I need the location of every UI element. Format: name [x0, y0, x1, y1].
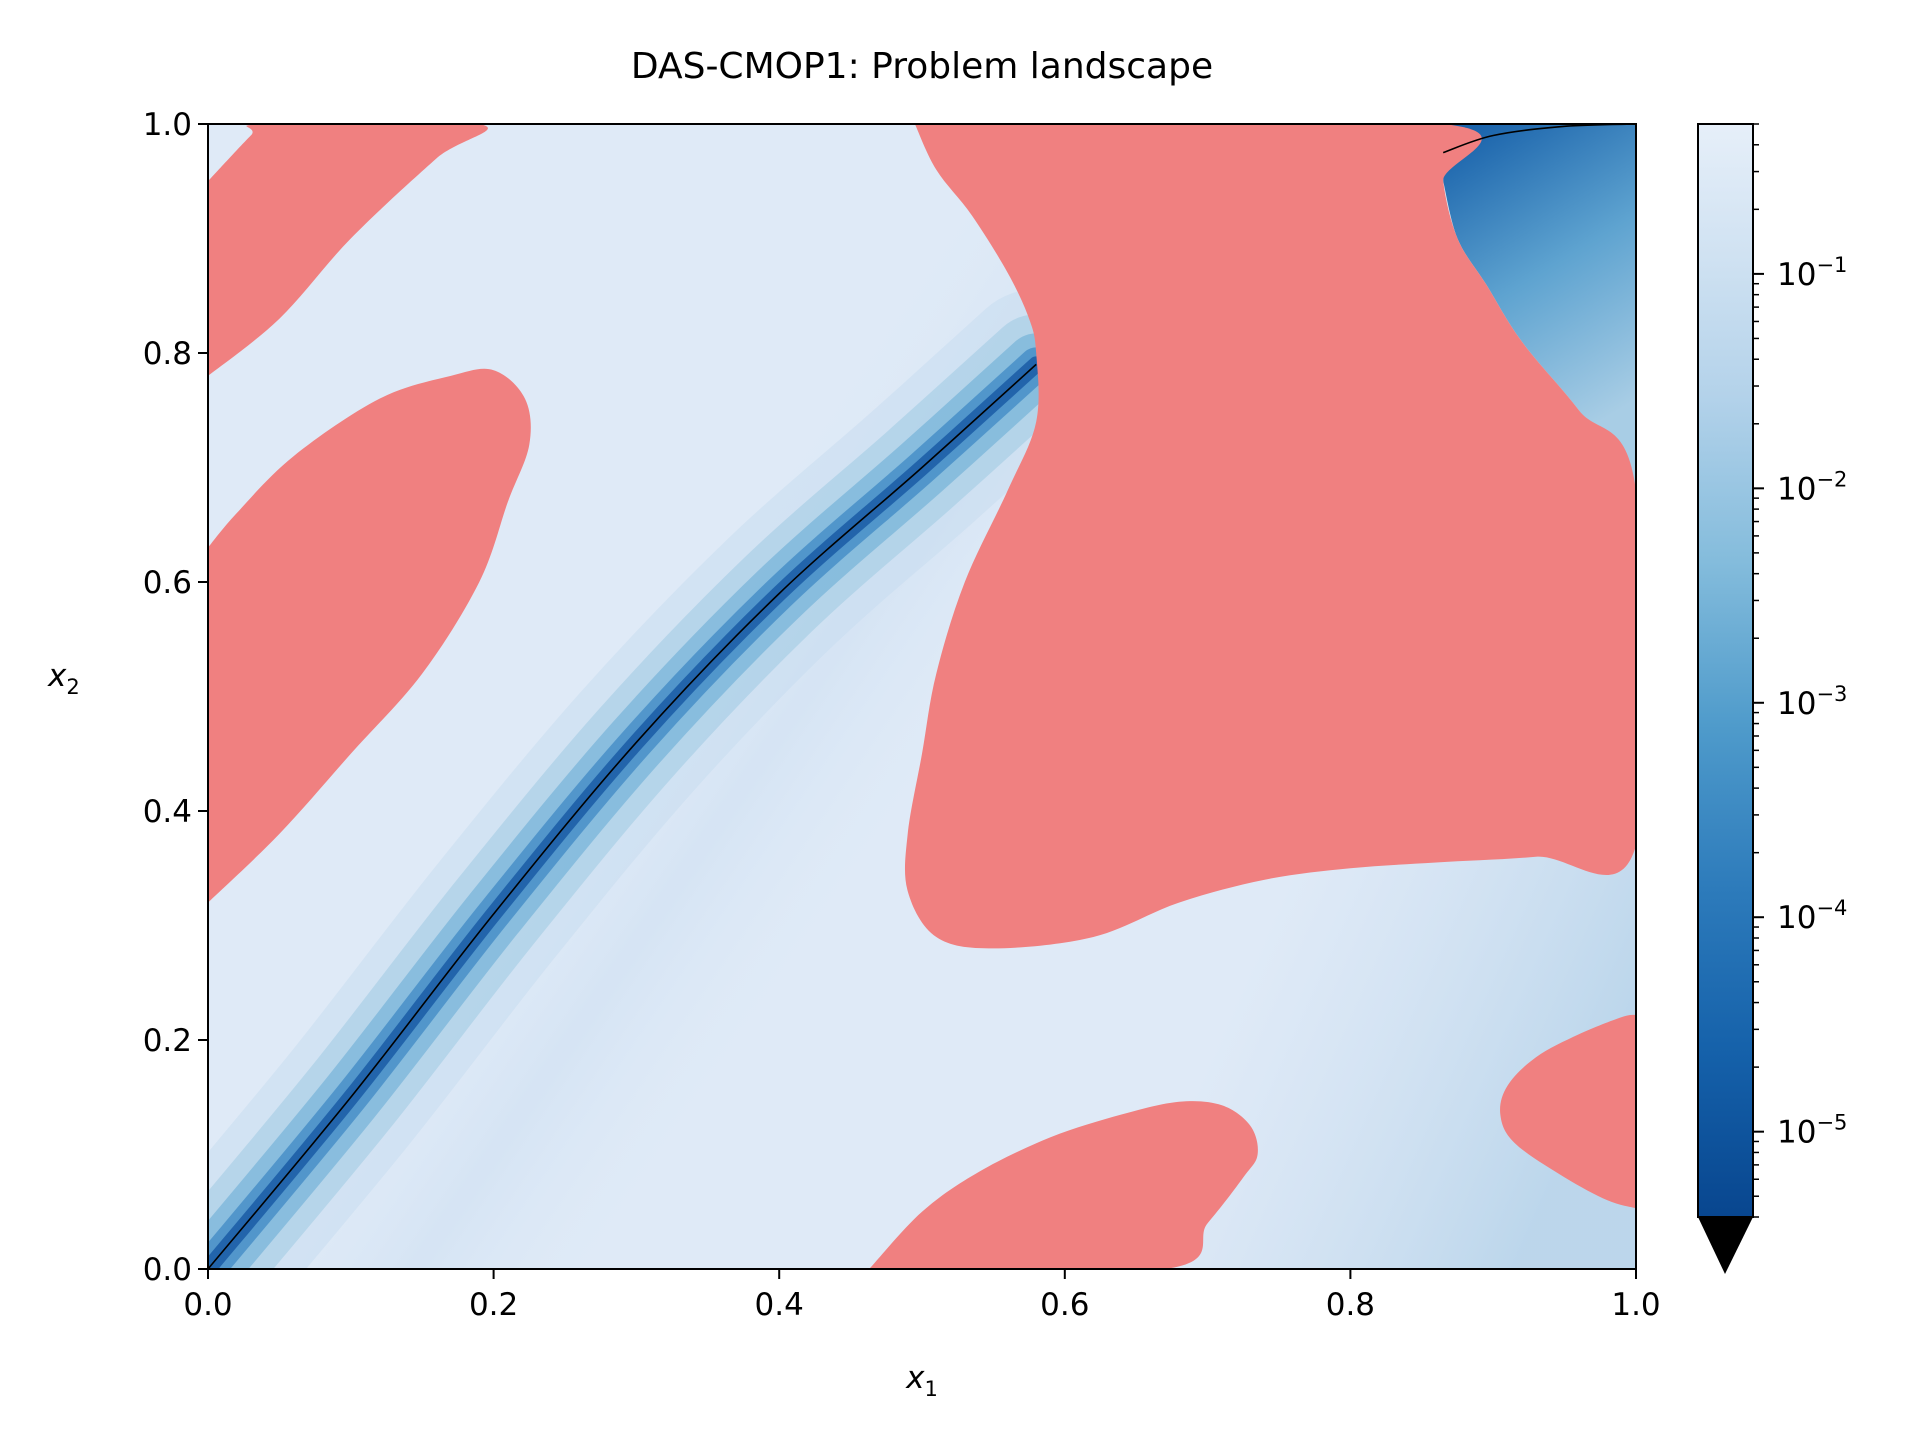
corner-low-region — [1443, 124, 1636, 503]
y-tick-label: 0.0 — [143, 1252, 192, 1288]
chart-title: DAS-CMOP1: Problem landscape — [631, 46, 1213, 87]
x-axis-label: x1 — [905, 1360, 938, 1401]
y-tick-label: 1.0 — [143, 107, 192, 143]
colorbar: 10−5 10−4 10−3 10−2 10−1 — [1697, 123, 1847, 1274]
y-tick-label: 0.4 — [143, 794, 192, 830]
infeasible-region-top-left — [208, 124, 488, 376]
infeasible-regions — [208, 124, 1636, 1269]
infeasible-region-bottom-ellipse — [869, 1101, 1258, 1269]
x-tick-label: 0.8 — [1326, 1287, 1375, 1323]
x-tick-label: 0.4 — [755, 1287, 804, 1323]
y-tick-label: 0.6 — [143, 565, 192, 601]
x-tick-label: 0.2 — [469, 1287, 518, 1323]
y-axis-label: x2 — [47, 658, 80, 699]
y-axis-ticks: 0.0 0.2 0.4 0.6 0.8 1.0 — [143, 107, 208, 1288]
colorbar-tick-label: 10−2 — [1777, 467, 1847, 507]
y-tick-label: 0.8 — [143, 336, 192, 372]
colorbar-tick-label: 10−5 — [1777, 1111, 1847, 1151]
colorbar-ticks: 10−5 10−4 10−3 10−2 10−1 — [1753, 123, 1847, 1218]
colorbar-gradient — [1698, 124, 1753, 1217]
infeasible-region-right-ellipse — [1500, 1014, 1636, 1209]
y-tick-label: 0.2 — [143, 1023, 192, 1059]
series-line-0 — [208, 363, 1037, 1269]
x-tick-label: 0.0 — [183, 1287, 232, 1323]
heatmap-corner — [1443, 124, 1636, 503]
plot-area — [208, 124, 1636, 1269]
colorbar-extend-min — [1698, 1217, 1753, 1274]
colorbar-tick-label: 10−1 — [1777, 253, 1847, 293]
plot-frame — [207, 123, 1637, 1270]
x-axis-label-main: x — [905, 1360, 925, 1396]
infeasible-region-left-ellipse — [208, 368, 531, 903]
x-tick-label: 1.0 — [1611, 1287, 1660, 1323]
y-axis-label-sub: 2 — [66, 675, 79, 699]
x-tick-label: 0.6 — [1040, 1287, 1089, 1323]
infeasible-region-central — [905, 124, 1636, 949]
colorbar-tick-label: 10−4 — [1777, 896, 1847, 936]
colorbar-tick-label: 10−3 — [1777, 682, 1847, 722]
x-axis-label-sub: 1 — [924, 1377, 937, 1401]
y-axis-label-main: x — [47, 658, 67, 694]
x-axis-ticks: 0.0 0.2 0.4 0.6 0.8 1.0 — [183, 1269, 1661, 1323]
colorbar-frame — [1697, 123, 1754, 1218]
